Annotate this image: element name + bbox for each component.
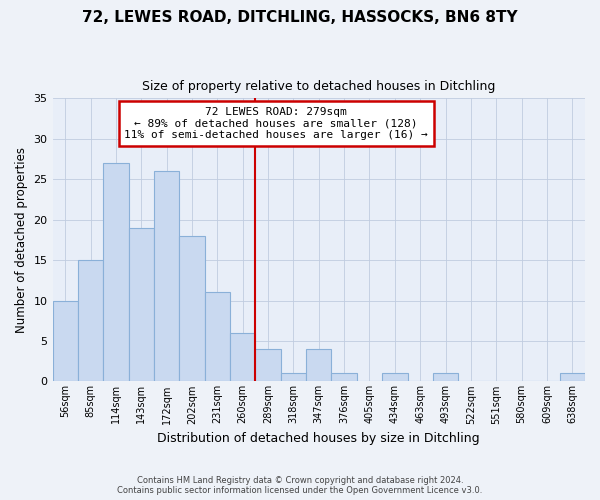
Bar — [103, 163, 128, 382]
Bar — [205, 292, 230, 382]
Bar — [154, 171, 179, 382]
Bar — [306, 349, 331, 382]
Bar — [433, 374, 458, 382]
Bar — [560, 374, 585, 382]
Bar — [78, 260, 103, 382]
Bar — [179, 236, 205, 382]
Bar — [331, 374, 357, 382]
Bar — [128, 228, 154, 382]
Text: Contains HM Land Registry data © Crown copyright and database right 2024.
Contai: Contains HM Land Registry data © Crown c… — [118, 476, 482, 495]
Bar — [256, 349, 281, 382]
Title: Size of property relative to detached houses in Ditchling: Size of property relative to detached ho… — [142, 80, 496, 93]
Bar — [230, 333, 256, 382]
Bar — [53, 300, 78, 382]
Bar — [382, 374, 407, 382]
Y-axis label: Number of detached properties: Number of detached properties — [15, 147, 28, 333]
Text: 72 LEWES ROAD: 279sqm
← 89% of detached houses are smaller (128)
11% of semi-det: 72 LEWES ROAD: 279sqm ← 89% of detached … — [124, 107, 428, 140]
Text: 72, LEWES ROAD, DITCHLING, HASSOCKS, BN6 8TY: 72, LEWES ROAD, DITCHLING, HASSOCKS, BN6… — [82, 10, 518, 25]
Bar — [281, 374, 306, 382]
X-axis label: Distribution of detached houses by size in Ditchling: Distribution of detached houses by size … — [157, 432, 480, 445]
